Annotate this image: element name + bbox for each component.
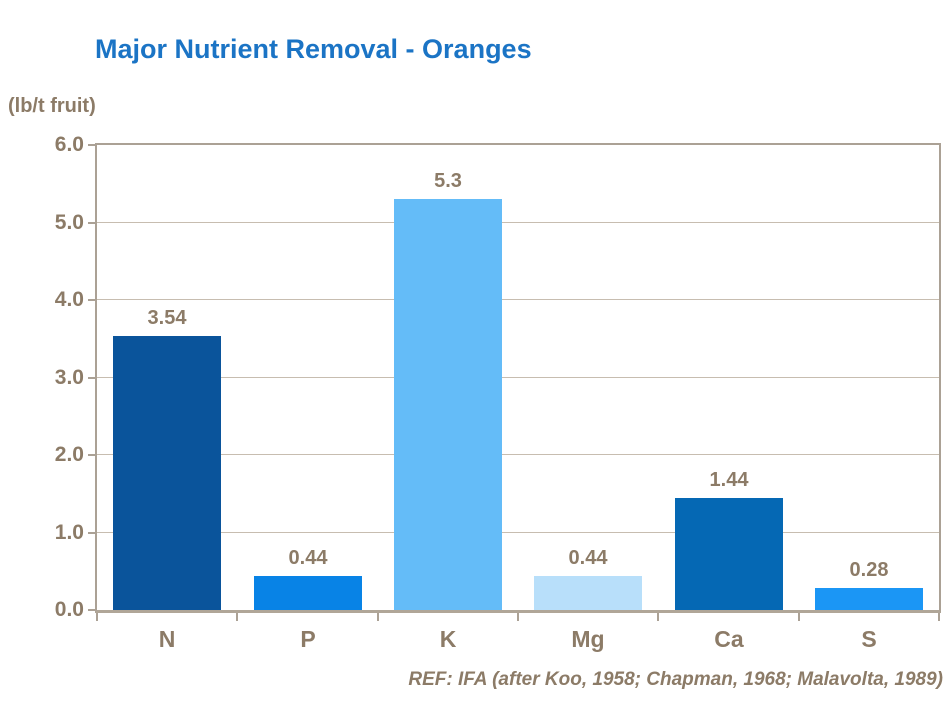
bar-S	[815, 588, 923, 610]
y-tick-label-6.0: 6.0	[54, 133, 84, 156]
x-tick-mark	[798, 613, 800, 621]
x-tick-mark	[938, 613, 940, 621]
x-tick-mark	[236, 613, 238, 621]
gridline	[97, 454, 939, 455]
y-axis-unit-label: (lb/t fruit)	[8, 95, 96, 117]
x-category-label-Ca: Ca	[714, 626, 744, 652]
bar-P	[254, 576, 362, 610]
y-tick-label-1.0: 1.0	[54, 521, 84, 544]
plot-area: 3.54 0.44 5.3 0.44 1.44 0.28	[95, 143, 941, 613]
x-category-label-S: S	[861, 626, 877, 652]
bar-value-label-N: 3.54	[147, 307, 187, 329]
y-tick-mark	[88, 144, 95, 146]
bar-value-label-P: 0.44	[288, 547, 328, 569]
y-tick-label-4.0: 4.0	[54, 288, 84, 311]
y-tick-mark	[88, 299, 95, 301]
x-tick-mark	[517, 613, 519, 621]
gridline	[97, 221, 939, 223]
x-tick-mark	[377, 613, 379, 621]
bar-value-label-S: 0.28	[849, 559, 889, 581]
x-category-label-Mg: Mg	[571, 626, 605, 652]
reference-text: REF: IFA (after Koo, 1958; Chapman, 1968…	[408, 669, 943, 690]
bar-K	[394, 199, 502, 610]
gridline	[97, 376, 939, 378]
x-category-label-P: P	[300, 626, 316, 652]
y-tick-mark	[88, 222, 95, 224]
y-tick-label-5.0: 5.0	[54, 211, 84, 234]
bar-value-label-Ca: 1.44	[709, 469, 749, 491]
x-tick-mark	[657, 613, 659, 621]
bar-N	[113, 336, 221, 610]
x-category-label-K: K	[439, 626, 457, 652]
x-category-label-N: N	[158, 626, 176, 652]
y-tick-mark	[88, 377, 95, 379]
gridline	[97, 531, 939, 533]
bar-Ca	[675, 498, 783, 610]
y-tick-label-2.0: 2.0	[54, 443, 84, 466]
bar-Mg	[534, 576, 642, 610]
y-tick-mark	[88, 454, 95, 456]
bar-value-label-K: 5.3	[434, 170, 462, 192]
bar-value-label-Mg: 0.44	[568, 547, 608, 569]
y-tick-mark	[88, 609, 95, 611]
y-tick-mark	[88, 532, 95, 534]
chart-title: Major Nutrient Removal - Oranges	[95, 34, 532, 64]
y-tick-label-0.0: 0.0	[54, 598, 84, 621]
gridline	[97, 299, 939, 300]
y-tick-label-3.0: 3.0	[54, 366, 84, 389]
x-tick-mark	[96, 613, 98, 621]
